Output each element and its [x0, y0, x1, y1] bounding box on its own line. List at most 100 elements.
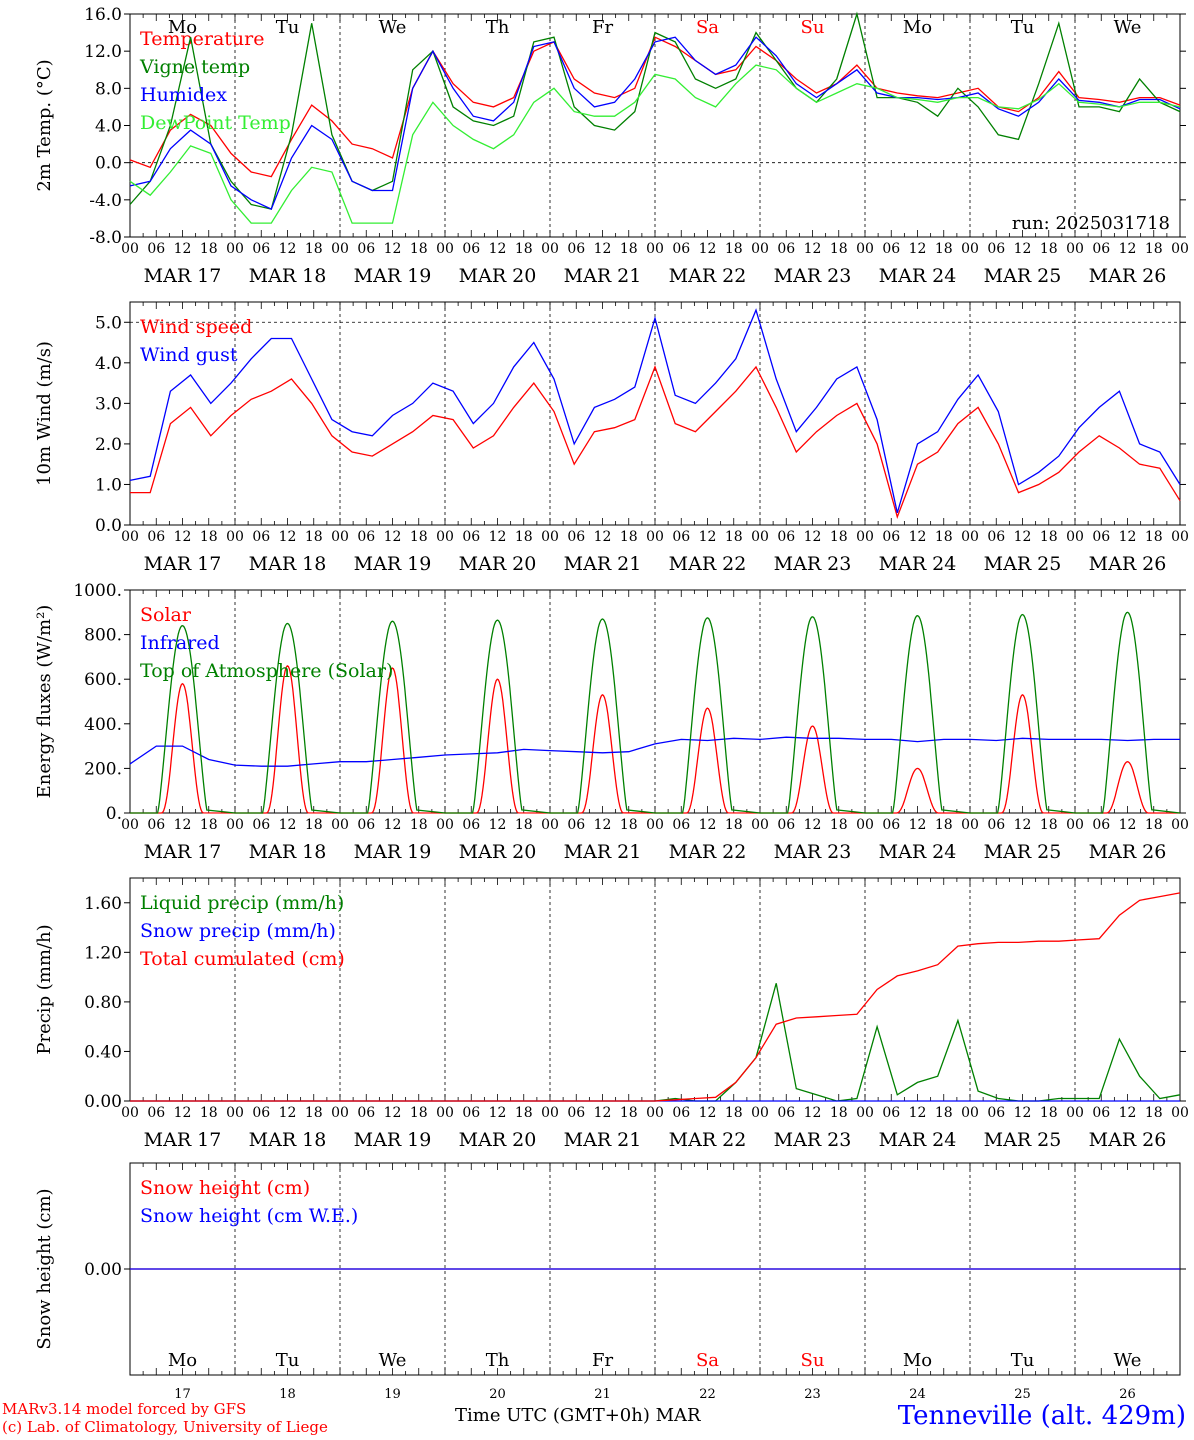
hour-tick-label: 06 — [777, 529, 795, 545]
day-number-label: 18 — [279, 1387, 296, 1402]
hour-tick-label: 00 — [1066, 241, 1084, 257]
hour-tick-label: 06 — [987, 817, 1005, 833]
date-label: MAR 22 — [669, 1129, 747, 1151]
legend-entry: Total cumulated (cm) — [140, 948, 345, 970]
hour-tick-label: 00 — [856, 817, 874, 833]
hour-tick-label: 06 — [882, 1105, 900, 1121]
hour-tick-label: 18 — [1040, 1105, 1058, 1121]
hour-tick-label: 00 — [751, 817, 769, 833]
hour-tick-label: 12 — [594, 817, 612, 833]
y-tick-label: 800. — [84, 626, 122, 646]
day-number-label: 22 — [699, 1387, 716, 1402]
hour-tick-label: 18 — [935, 1105, 953, 1121]
credit-line: (c) Lab. of Climatology, University of L… — [2, 1418, 328, 1436]
hour-tick-label: 00 — [961, 529, 979, 545]
hour-tick-label: 12 — [699, 1105, 717, 1121]
hour-tick-label: 00 — [121, 817, 139, 833]
legend-entry: Top of Atmosphere (Solar) — [140, 660, 393, 682]
hour-tick-label: 06 — [567, 817, 585, 833]
hour-tick-label: 00 — [1171, 1105, 1189, 1121]
hour-tick-label: 00 — [751, 241, 769, 257]
hour-tick-label: 12 — [489, 1105, 507, 1121]
hour-tick-label: 18 — [935, 241, 953, 257]
date-label: MAR 17 — [144, 265, 222, 287]
hour-tick-label: 00 — [226, 529, 244, 545]
hour-tick-label: 06 — [357, 817, 375, 833]
hour-tick-label: 06 — [252, 529, 270, 545]
series-line — [130, 365, 1181, 519]
y-axis-label: Energy fluxes (W/m²) — [34, 605, 55, 799]
y-tick-label: 1.0 — [95, 475, 122, 495]
date-label: MAR 19 — [354, 841, 432, 863]
hour-tick-label: 00 — [331, 241, 349, 257]
hour-tick-label: 18 — [620, 529, 638, 545]
hour-tick-label: 00 — [1066, 1105, 1084, 1121]
hour-tick-label: 18 — [1145, 817, 1163, 833]
date-label: MAR 24 — [879, 553, 957, 575]
hour-tick-label: 00 — [436, 529, 454, 545]
panel-5: 0.00 Snow height (cm) Snow height (cm) Snow… — [34, 1162, 1186, 1402]
legend-entry: Liquid precip (mm/h) — [140, 892, 344, 914]
date-label: MAR 26 — [1089, 265, 1167, 287]
y-tick-label: 12.0 — [84, 42, 122, 62]
weekday-label: Sa — [696, 17, 719, 38]
hour-tick-label: 18 — [725, 529, 743, 545]
hour-tick-label: 12 — [384, 1105, 402, 1121]
y-tick-label: 2.0 — [95, 435, 122, 455]
y-tick-label: 8.0 — [95, 79, 122, 99]
y-tick-label: 0.0 — [95, 154, 122, 174]
hour-tick-label: 06 — [357, 529, 375, 545]
hour-tick-label: 00 — [121, 529, 139, 545]
date-label: MAR 23 — [774, 265, 852, 287]
series-line — [129, 308, 1181, 513]
y-tick-label: 0. — [106, 804, 122, 824]
hour-tick-label: 00 — [226, 241, 244, 257]
model-line: MARv3.14 model forced by GFS — [2, 1400, 247, 1418]
hour-tick-label: 12 — [279, 529, 297, 545]
y-tick-label: 3.0 — [95, 394, 122, 414]
hour-tick-label: 18 — [515, 817, 533, 833]
hour-tick-label: 00 — [121, 241, 139, 257]
hour-tick-label: 06 — [147, 529, 165, 545]
hour-tick-label: 18 — [305, 241, 323, 257]
weekday-label: We — [379, 1350, 407, 1371]
day-number-label: 26 — [1119, 1387, 1136, 1402]
hour-tick-label: 00 — [436, 817, 454, 833]
date-label: MAR 26 — [1089, 553, 1167, 575]
hour-tick-label: 06 — [252, 817, 270, 833]
series-line — [129, 36, 1181, 210]
y-axis-label: 2m Temp. (°C) — [34, 59, 55, 191]
date-label: MAR 20 — [459, 553, 537, 575]
y-tick-label: 5.0 — [95, 313, 122, 333]
hour-tick-label: 06 — [462, 529, 480, 545]
y-tick-label: 0.00 — [84, 1260, 122, 1280]
hour-tick-label: 06 — [147, 241, 165, 257]
legend-entry: Vigne temp — [139, 56, 250, 78]
hour-tick-label: 00 — [961, 241, 979, 257]
hour-tick-label: 18 — [725, 1105, 743, 1121]
hour-tick-label: 06 — [567, 241, 585, 257]
hour-tick-label: 18 — [410, 529, 428, 545]
hour-tick-label: 06 — [777, 241, 795, 257]
legend-entry: Snow precip (mm/h) — [140, 920, 336, 942]
y-tick-label: 0.40 — [84, 1042, 122, 1062]
date-label: MAR 21 — [564, 841, 642, 863]
hour-tick-label: 12 — [384, 241, 402, 257]
y-tick-label: 4.0 — [95, 117, 122, 137]
time-axis-label: Time UTC (GMT+0h) MAR — [455, 1405, 701, 1426]
date-label: MAR 18 — [249, 841, 327, 863]
hour-tick-label: 00 — [436, 241, 454, 257]
hour-tick-label: 06 — [672, 241, 690, 257]
hour-tick-label: 06 — [777, 817, 795, 833]
weekday-label: Tu — [1011, 17, 1035, 38]
weekday-label: Mo — [903, 1350, 932, 1371]
date-label: MAR 22 — [669, 265, 747, 287]
hour-tick-label: 00 — [646, 241, 664, 257]
hour-tick-label: 06 — [1092, 1105, 1110, 1121]
hour-tick-label: 12 — [804, 817, 822, 833]
hour-tick-label: 06 — [672, 817, 690, 833]
legend-entry: DewPoint Temp — [140, 112, 291, 134]
hour-tick-label: 06 — [462, 817, 480, 833]
date-label: MAR 22 — [669, 841, 747, 863]
hour-tick-label: 18 — [515, 529, 533, 545]
